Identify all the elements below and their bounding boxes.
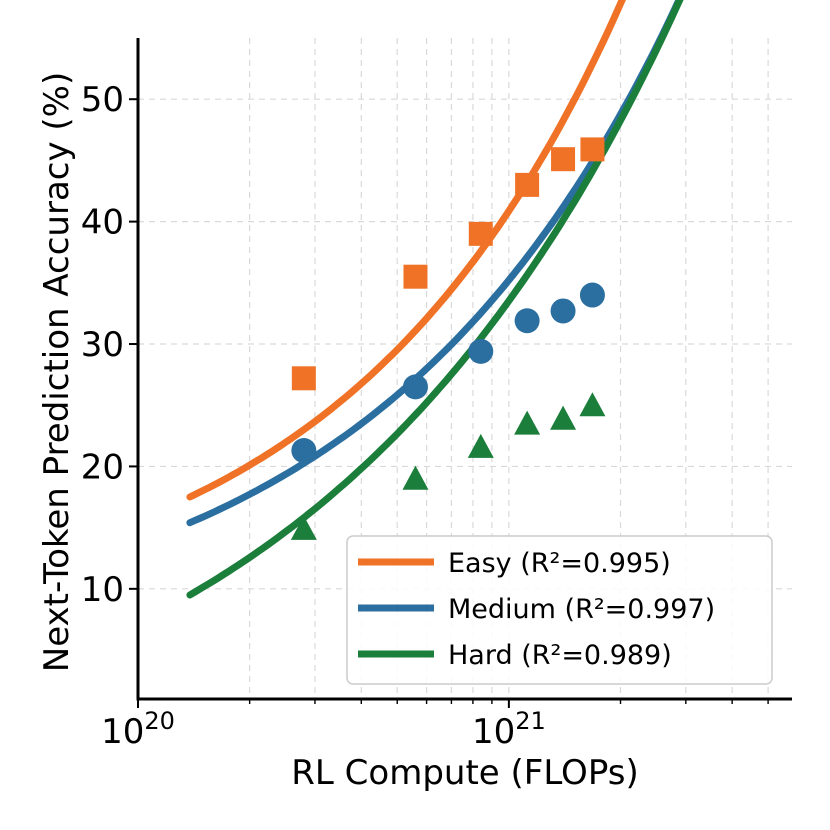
data-point-hard bbox=[290, 515, 317, 540]
data-point-hard bbox=[467, 433, 494, 458]
data-point-hard bbox=[550, 405, 577, 430]
data-point-medium bbox=[291, 438, 317, 464]
x-ticks: 1020 1021 bbox=[101, 699, 769, 752]
legend-label-easy: Easy (R²=0.995) bbox=[448, 548, 671, 579]
x-axis-title: RL Compute (FLOPs) bbox=[291, 753, 638, 793]
data-point-medium bbox=[550, 298, 576, 324]
fit-curves bbox=[186, 0, 684, 599]
data-markers bbox=[290, 137, 606, 540]
y-tick-label: 40 bbox=[81, 203, 124, 243]
y-ticks: 10 20 30 40 50 bbox=[81, 80, 138, 610]
legend: Easy (R²=0.995) Medium (R²=0.997) Hard (R²… bbox=[346, 535, 773, 685]
data-point-hard bbox=[514, 410, 541, 435]
data-point-medium bbox=[468, 338, 494, 364]
y-tick-label: 30 bbox=[81, 325, 124, 365]
data-point-easy bbox=[551, 147, 576, 172]
data-point-easy bbox=[515, 172, 540, 197]
legend-label-medium: Medium (R²=0.997) bbox=[448, 594, 715, 625]
fit-curve-easy bbox=[186, 0, 626, 501]
data-point-medium bbox=[402, 374, 428, 400]
y-axis-title: Next-Token Prediction Accuracy (%) bbox=[37, 72, 77, 672]
y-tick-label: 10 bbox=[81, 570, 124, 610]
data-point-hard bbox=[579, 392, 606, 417]
y-tick-label: 50 bbox=[81, 80, 124, 120]
data-point-easy bbox=[291, 366, 316, 391]
x-tick-label: 1020 bbox=[101, 707, 175, 752]
legend-frame bbox=[346, 535, 773, 685]
x-tick-label: 1021 bbox=[472, 707, 546, 752]
y-tick-label: 20 bbox=[81, 447, 124, 487]
data-point-easy bbox=[580, 137, 605, 162]
data-point-medium bbox=[514, 308, 540, 334]
data-point-hard bbox=[402, 465, 429, 490]
data-point-easy bbox=[403, 264, 428, 289]
data-point-medium bbox=[579, 282, 605, 308]
fit-curve-hard bbox=[186, 0, 684, 599]
data-point-easy bbox=[468, 221, 493, 246]
legend-label-hard: Hard (R²=0.989) bbox=[448, 640, 672, 671]
